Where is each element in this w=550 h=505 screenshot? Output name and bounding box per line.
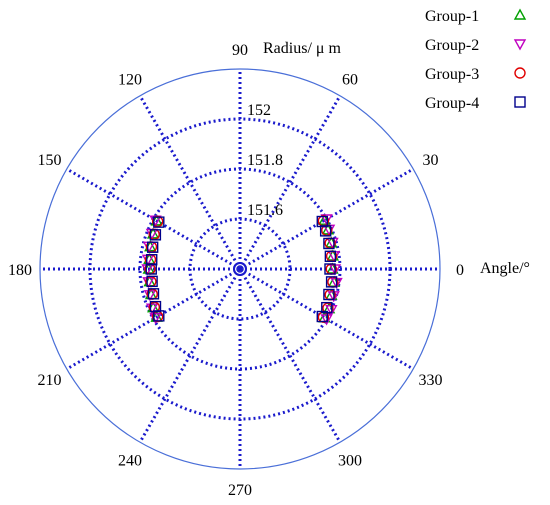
data-point-group-4	[324, 250, 337, 263]
data-point-group-4	[153, 216, 165, 228]
angular-grid-line	[238, 95, 342, 270]
data-point-group-4	[147, 288, 160, 300]
data-point-group-4	[153, 310, 165, 322]
angular-tick-label: 210	[37, 372, 61, 389]
angular-tick-label: 90	[232, 42, 248, 59]
data-point-group-4	[325, 276, 338, 288]
radial-tick-label: 151.6	[247, 202, 283, 219]
radial-axis-label: Radius/ μ m	[263, 40, 341, 57]
angular-tick-label: 120	[118, 71, 142, 88]
data-point-group-4	[323, 237, 335, 250]
data-point-group-4	[149, 300, 162, 313]
angular-tick-label: 330	[419, 372, 443, 389]
outer-circle	[39, 68, 441, 470]
data-point-group-4	[149, 229, 162, 241]
center-ring-inner	[236, 265, 244, 273]
data-points	[141, 213, 343, 326]
legend-label: Group-3	[425, 66, 479, 83]
tick-labels: 0 30 60 90 120 150 180 210 240 270 300 330 151.6 151.…	[8, 42, 464, 499]
angular-tick-label: 240	[118, 453, 142, 470]
angular-grid-line	[138, 95, 242, 270]
angular-tick-label: 300	[338, 453, 362, 470]
angular-grid-line	[238, 268, 342, 443]
data-point-group-4	[323, 288, 335, 301]
angular-tick-label: 180	[8, 262, 32, 279]
angular-tick-label: 30	[423, 152, 439, 169]
legend-label: Group-1	[425, 8, 479, 25]
center-ring-outer	[233, 262, 247, 276]
polar-grid	[39, 68, 441, 470]
data-point-group-4	[316, 215, 328, 228]
data-point-group-4	[146, 241, 159, 253]
angular-grid-line	[138, 268, 242, 443]
angular-tick-label: 150	[37, 152, 61, 169]
legend-marker-icon	[514, 96, 526, 108]
data-point-group-4	[316, 310, 328, 323]
angular-tick-label: 0	[456, 262, 464, 279]
data-point-group-4	[146, 254, 158, 266]
legend-label: Group-4	[425, 95, 479, 112]
legend-marker-icon	[513, 8, 527, 20]
legend-marker-icon	[514, 67, 526, 79]
angular-tick-label: 60	[342, 71, 358, 88]
legend: Group-1 Group-2 Group-3 Group-4	[425, 8, 527, 112]
data-point-group-4	[145, 263, 157, 275]
angular-axis-label: Angle/°	[480, 260, 530, 277]
data-point-group-2	[320, 214, 333, 226]
angular-tick-label: 270	[228, 482, 252, 499]
data-point-group-4	[146, 275, 158, 288]
legend-marker-icon	[513, 39, 527, 51]
data-point-group-4	[324, 263, 336, 275]
radial-tick-label: 152	[247, 102, 271, 119]
legend-label: Group-2	[425, 37, 479, 54]
radial-tick-label: 151.8	[247, 152, 283, 169]
